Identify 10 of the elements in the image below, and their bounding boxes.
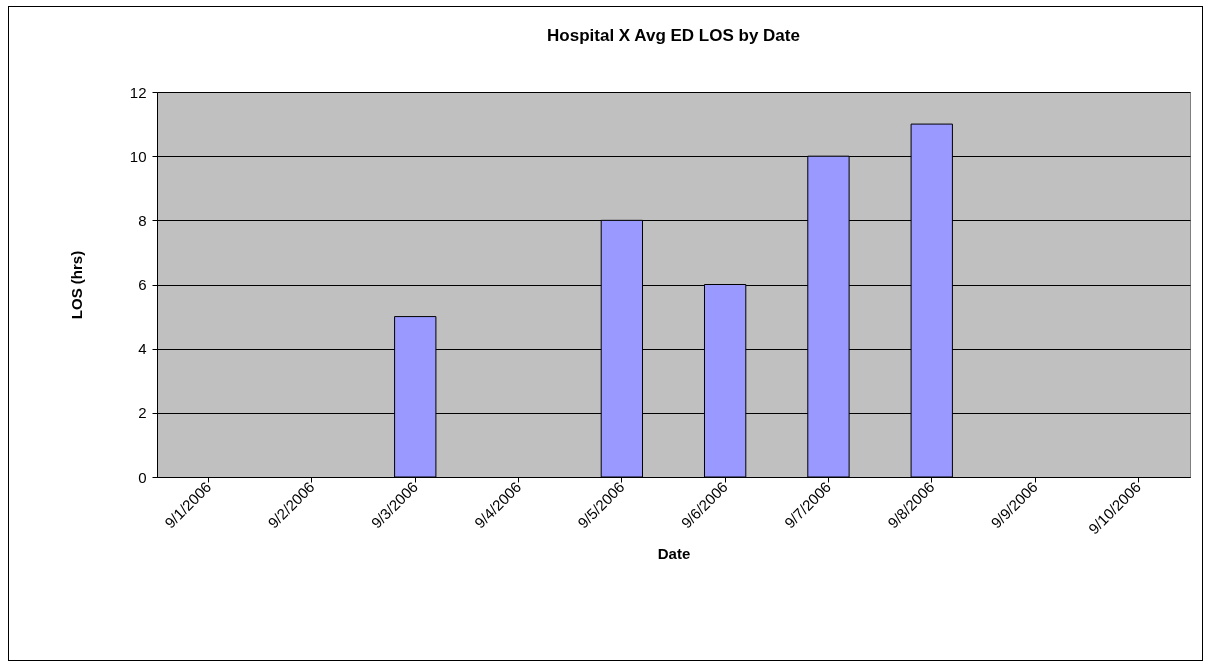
- y-tick-label: 6: [138, 276, 147, 293]
- x-axis-title: Date: [657, 545, 691, 563]
- y-tick-label: 4: [138, 340, 147, 358]
- y-tick-label: 12: [129, 83, 147, 101]
- y-tick-label: 2: [138, 404, 147, 422]
- y-tick-label: 10: [129, 147, 147, 165]
- chart-title: Hospital X Avg ED LOS by Date: [547, 26, 800, 45]
- y-tick-label: 8: [138, 211, 147, 229]
- y-tick-label: 0: [138, 468, 147, 486]
- y-axis-title: LOS (hrs): [67, 250, 85, 320]
